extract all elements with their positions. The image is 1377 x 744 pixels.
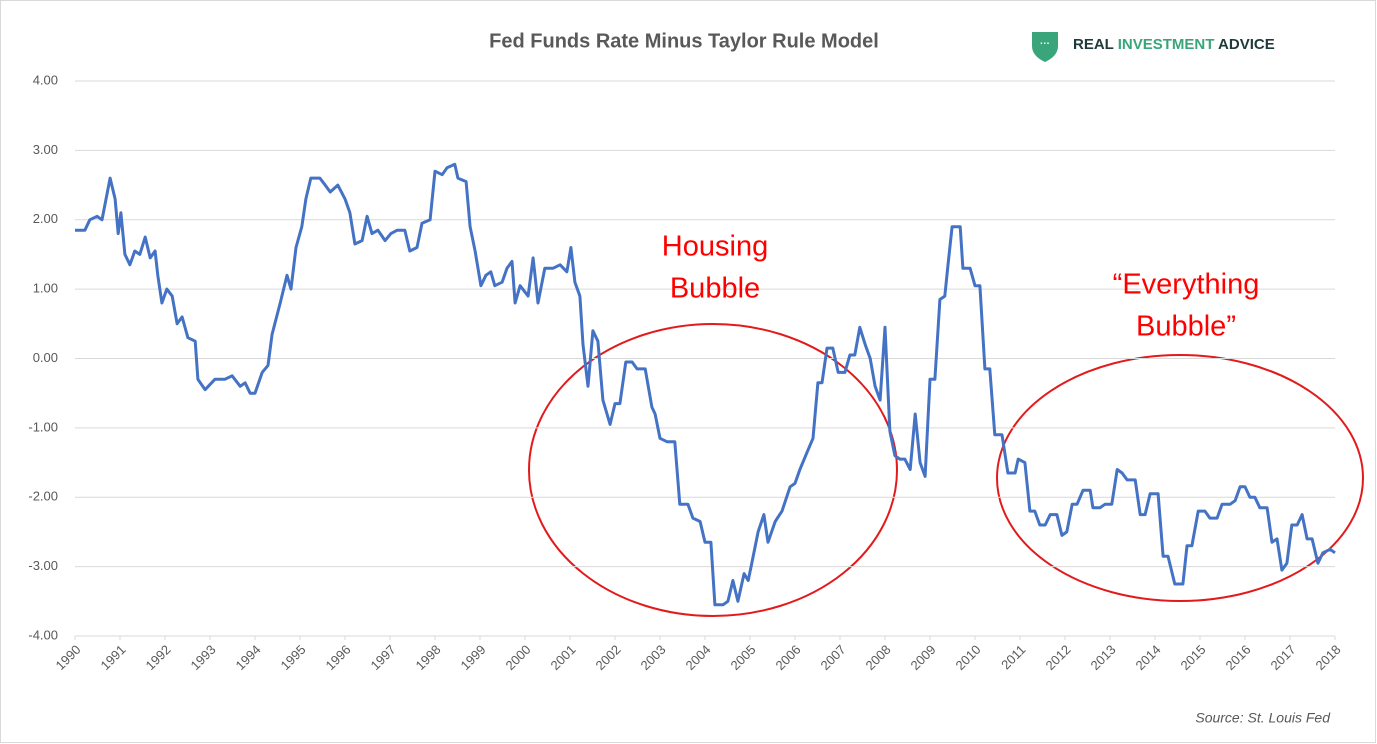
y-tick-label: -2.00 [28,489,58,504]
highlight-ellipse [528,323,898,617]
y-tick-label: -4.00 [28,627,58,642]
logo-word: REAL [1073,36,1114,53]
chart-title: Fed Funds Rate Minus Taylor Rule Model [489,30,879,52]
highlight-ellipse [996,354,1364,602]
logo-word: INVESTMENT [1118,36,1215,53]
source-note: Source: St. Louis Fed [1195,710,1331,726]
logo-dots: ··· [1040,39,1050,50]
annotation: Bubble [670,273,760,305]
logo: ··· REAL INVESTMENT ADVICE [1032,32,1275,62]
y-tick-label: -3.00 [28,558,58,573]
y-tick-label: -1.00 [28,419,58,434]
y-tick-label: 0.00 [33,350,58,365]
y-tick-label: 2.00 [33,211,58,226]
logo-text: REAL INVESTMENT ADVICE [1073,36,1275,53]
y-tick-label: 4.00 [33,72,58,87]
annotation: “Everything [1113,269,1260,301]
y-tick-label: 3.00 [33,142,58,157]
annotation: Housing [662,231,768,263]
annotation: Bubble” [1136,311,1236,343]
logo-word: ADVICE [1218,36,1275,53]
y-tick-label: 1.00 [33,281,58,296]
logo-icon [1032,32,1058,62]
data-line [75,162,1336,607]
